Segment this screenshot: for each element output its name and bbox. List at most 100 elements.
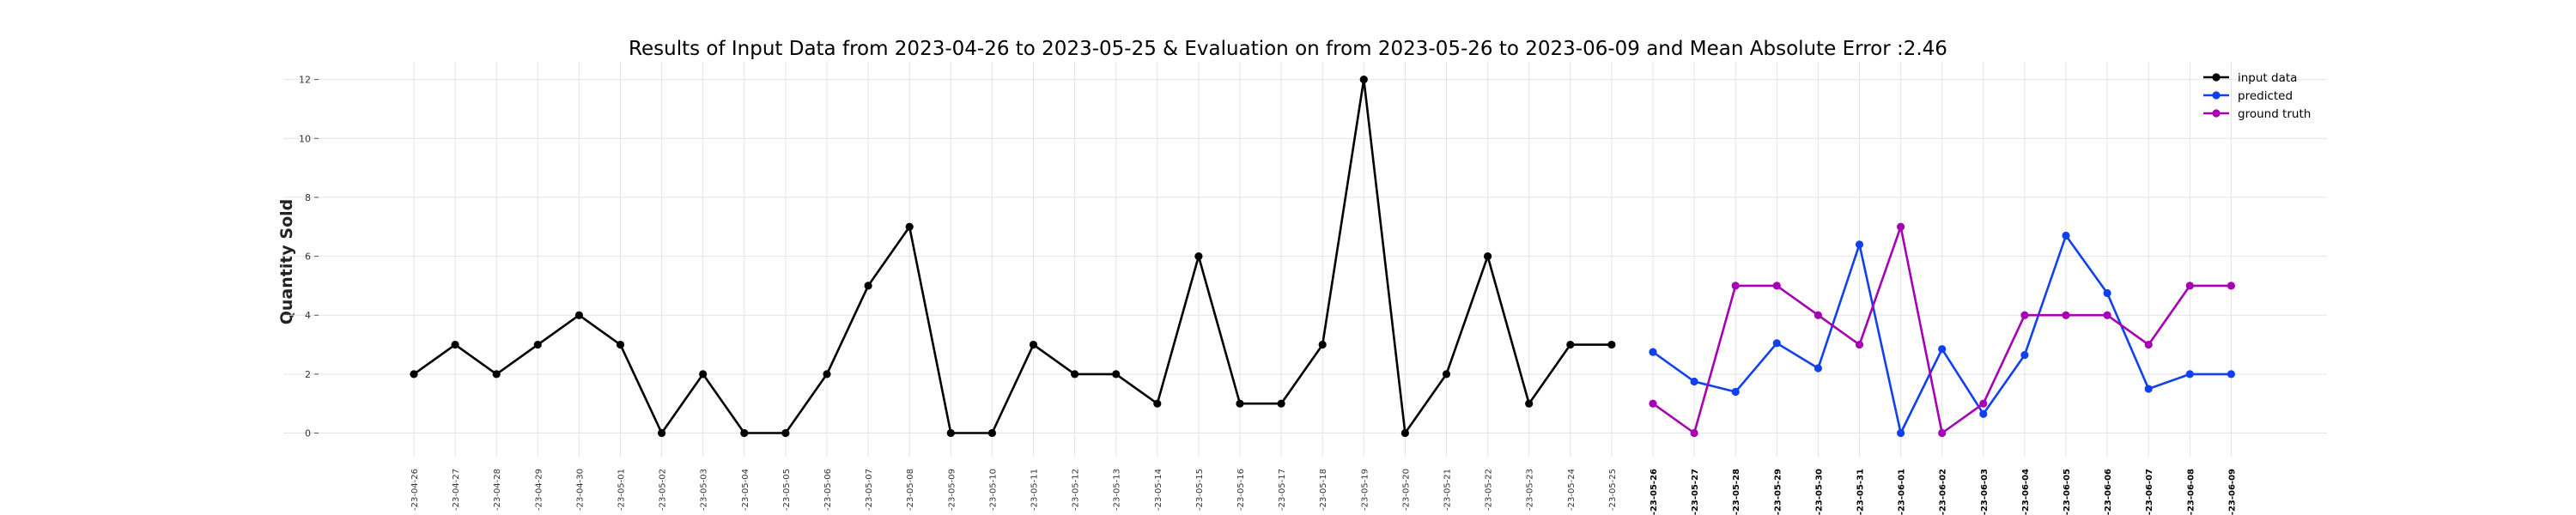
data-point-predicted (1814, 364, 1822, 373)
x-tick-label: -23-06-07 (2145, 469, 2154, 515)
data-point-input-data (451, 340, 459, 349)
data-point-input-data (699, 370, 708, 379)
data-point-predicted (1897, 428, 1905, 438)
data-point-input-data (1029, 340, 1038, 349)
x-tick-label: -23-05-18 (1319, 469, 1328, 511)
y-tick-label: 8 (305, 192, 311, 203)
x-tick-label: -23-05-02 (659, 469, 668, 511)
data-point-predicted (1979, 409, 1988, 418)
data-point-ground-truth (2227, 282, 2235, 290)
data-point-predicted (1855, 240, 1864, 249)
data-point-predicted (2103, 288, 2111, 298)
data-point-ground-truth (1855, 340, 1864, 349)
data-point-predicted (1731, 387, 1740, 397)
data-point-predicted (2062, 231, 2070, 240)
x-tick-label: -23-04-26 (410, 469, 420, 511)
x-tick-label: -23-05-05 (782, 469, 792, 511)
data-point-predicted (1938, 345, 1947, 354)
data-point-ground-truth (1772, 282, 1781, 290)
series-line-input-data (413, 78, 1612, 434)
x-tick-label: -23-05-30 (1814, 469, 1824, 515)
data-point-input-data (574, 311, 584, 319)
data-point-ground-truth (1938, 428, 1947, 438)
x-tick-label: -23-04-27 (452, 469, 461, 511)
data-point-input-data (1153, 399, 1162, 408)
data-point-ground-truth (1814, 311, 1822, 319)
data-point-ground-truth (2020, 311, 2029, 319)
data-point-predicted (1649, 348, 1657, 356)
data-point-input-data (1566, 340, 1575, 349)
data-point-ground-truth (1897, 222, 1905, 231)
data-point-predicted (2020, 350, 2029, 360)
series-predicted (1649, 231, 2235, 438)
data-point-predicted (2227, 370, 2235, 379)
x-tick-label: -23-06-04 (2021, 469, 2031, 515)
x-tick-label: -23-05-22 (1485, 469, 1494, 511)
data-point-ground-truth (1979, 399, 1988, 408)
x-tick-label: -23-06-06 (2104, 469, 2113, 515)
legend-marker (2212, 91, 2221, 100)
y-tick-labels: 0 2 4 6 8 10 12 (299, 75, 319, 439)
data-point-ground-truth (2103, 311, 2111, 319)
x-tick-label: -23-05-17 (1278, 469, 1287, 511)
x-tick-label: -23-05-01 (617, 469, 627, 511)
data-point-input-data (1112, 370, 1121, 379)
data-point-input-data (1484, 251, 1492, 261)
x-tick-label: -23-06-02 (1939, 469, 1948, 515)
x-tick-label: -23-06-08 (2186, 469, 2196, 515)
x-tick-label: -23-06-01 (1898, 469, 1907, 515)
data-point-ground-truth (1731, 282, 1740, 290)
data-point-input-data (1277, 399, 1285, 408)
x-tick-label: -23-05-15 (1195, 469, 1205, 511)
data-point-input-data (1194, 251, 1203, 261)
data-point-predicted (2185, 370, 2194, 379)
x-tick-label: -23-05-19 (1360, 469, 1370, 511)
y-tick-label: 12 (299, 75, 311, 86)
data-point-input-data (1359, 75, 1368, 84)
x-tick-label: -23-05-26 (1649, 469, 1659, 515)
x-tick-label: -23-05-21 (1443, 469, 1453, 511)
data-point-input-data (492, 370, 501, 379)
legend-label: input data (2238, 71, 2297, 85)
data-point-input-data (533, 340, 542, 349)
x-tick-label: -23-05-13 (1113, 469, 1122, 511)
x-tick-label: -23-05-16 (1236, 469, 1246, 511)
x-tick-label: -23-05-31 (1856, 469, 1866, 515)
data-point-input-data (905, 222, 914, 231)
data-point-input-data (740, 428, 749, 438)
data-point-input-data (781, 428, 790, 438)
x-tick-label: -23-05-09 (947, 469, 957, 511)
data-point-input-data (616, 340, 625, 349)
data-point-predicted (2144, 385, 2153, 393)
data-point-input-data (864, 282, 872, 290)
data-point-input-data (658, 428, 666, 438)
x-tick-label: -23-05-10 (988, 469, 998, 511)
data-point-input-data (1442, 370, 1451, 379)
x-tick-label: -23-05-04 (741, 469, 750, 511)
x-tick-label: -23-05-23 (1526, 469, 1535, 511)
series-input-data (410, 75, 1616, 438)
legend-label: ground truth (2238, 107, 2311, 121)
legend-item-predicted: predicted (2203, 89, 2293, 103)
data-point-ground-truth (2185, 282, 2194, 290)
data-point-input-data (1236, 399, 1244, 408)
x-tick-label: -23-05-08 (906, 469, 915, 511)
x-tick-label: -23-05-14 (1154, 469, 1163, 511)
data-point-input-data (410, 370, 418, 379)
data-point-ground-truth (2062, 311, 2070, 319)
x-tick-label: -23-04-28 (493, 469, 502, 511)
y-tick-label: 2 (305, 369, 311, 380)
x-tick-label: -23-05-25 (1608, 469, 1618, 511)
data-point-input-data (1400, 428, 1409, 438)
y-tick-label: 4 (305, 310, 311, 321)
data-point-input-data (1525, 399, 1534, 408)
x-tick-label: -23-05-03 (700, 469, 709, 511)
legend: input data predicted ground truth (2203, 71, 2311, 121)
x-tick-label: -23-05-12 (1072, 469, 1081, 511)
x-tick-label: -23-06-03 (1980, 469, 1990, 515)
x-tick-label: -23-05-28 (1732, 469, 1741, 515)
x-tick-label: -23-05-24 (1567, 469, 1577, 511)
data-point-input-data (823, 370, 831, 379)
y-tick-label: 10 (299, 133, 311, 144)
